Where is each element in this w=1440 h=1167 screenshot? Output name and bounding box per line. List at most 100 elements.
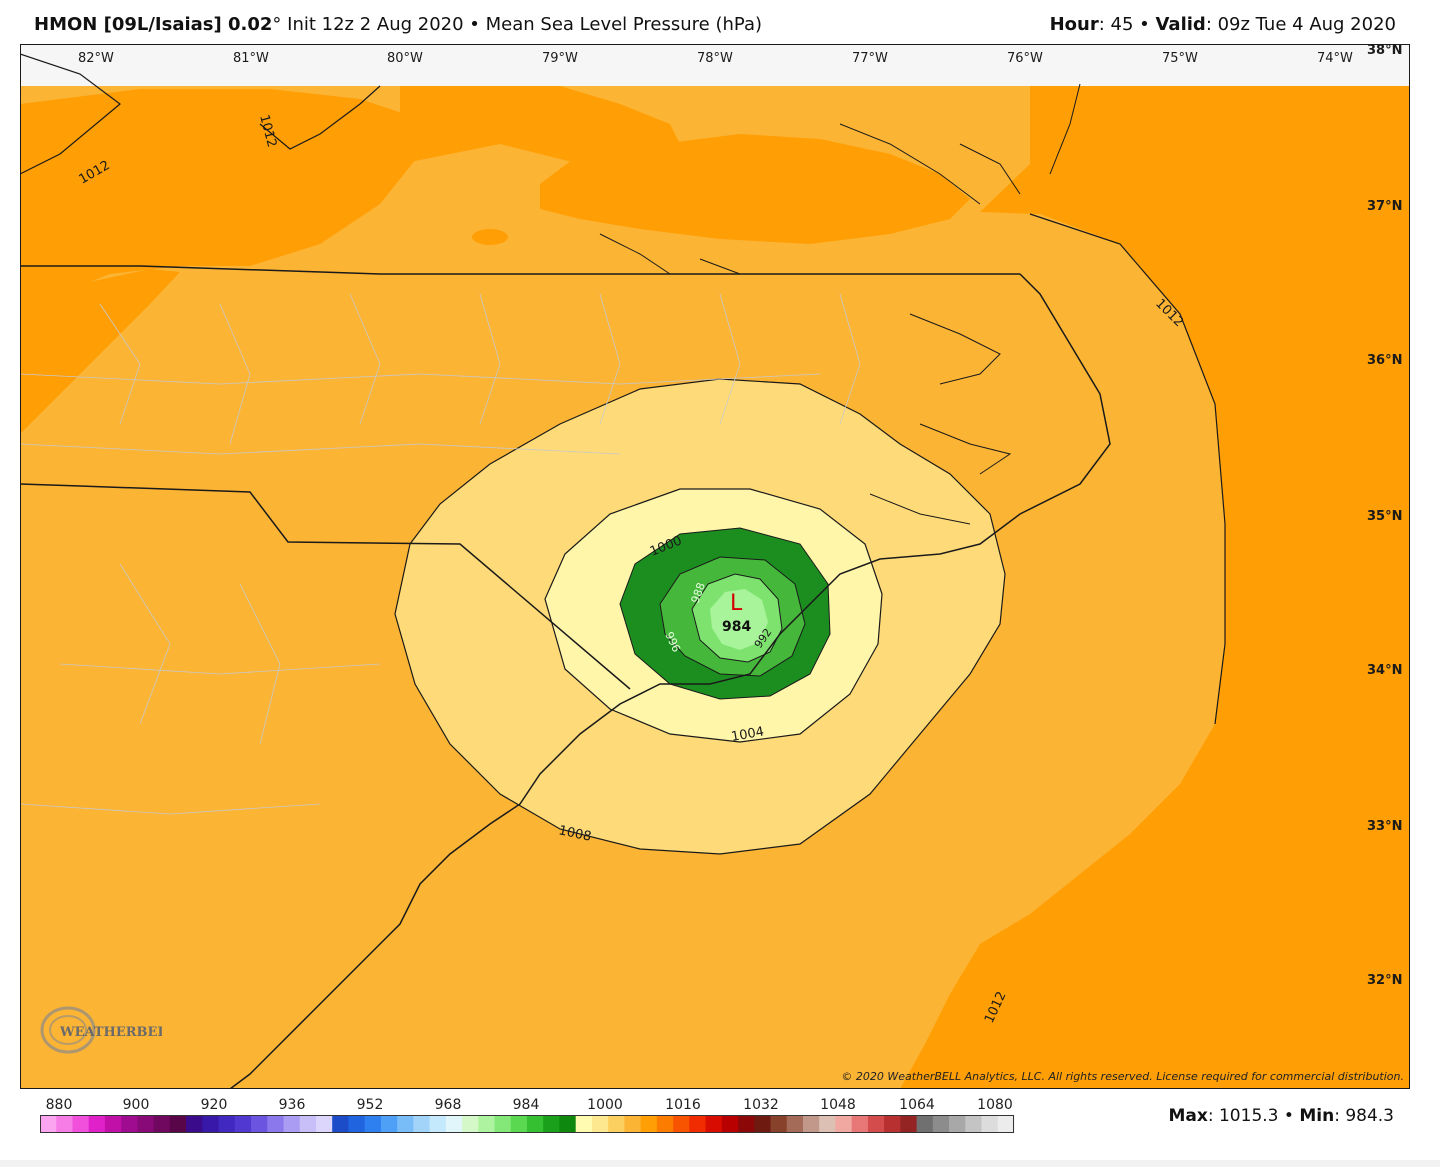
lon-label: 74°W	[1317, 51, 1353, 66]
region-1012-small	[472, 229, 508, 245]
weatherbell-logo: WEATHERBELL	[38, 1002, 176, 1062]
legend-swatch	[965, 1115, 983, 1133]
valid-label: Valid	[1155, 14, 1206, 35]
header-separator-2: •	[1133, 14, 1156, 35]
legend-swatch	[234, 1115, 252, 1133]
legend-swatch	[608, 1115, 625, 1133]
legend-swatch	[364, 1115, 382, 1133]
legend-swatch	[656, 1115, 674, 1133]
lat-label: 37°N	[1367, 199, 1402, 214]
lat-label: 33°N	[1367, 819, 1402, 834]
coastline	[229, 273, 1111, 1089]
model-name: HMON [09L/Isaias] 0.02	[34, 14, 273, 35]
va-coast-north	[20, 53, 381, 175]
latitude-labels: 38°N 37°N 36°N 35°N 34°N 33°N 32°N	[1367, 44, 1402, 988]
legend-swatch	[121, 1115, 138, 1133]
map-border	[20, 44, 1410, 1089]
legend-swatch	[186, 1115, 203, 1133]
legend-swatch	[624, 1115, 642, 1133]
nc-va-border	[20, 265, 1020, 275]
hour-value: : 45	[1098, 14, 1134, 35]
legend-swatch	[835, 1115, 853, 1133]
lon-label: 77°W	[852, 51, 888, 66]
legend-swatch	[640, 1115, 658, 1133]
legend-label: 984	[512, 1097, 540, 1113]
legend-swatch	[851, 1115, 869, 1133]
legend-swatch	[770, 1115, 788, 1133]
min-label: Min	[1299, 1106, 1335, 1126]
legend-label: 1000	[587, 1097, 623, 1113]
lon-label: 80°W	[387, 51, 423, 66]
region-1012-northwest	[20, 89, 420, 314]
legend-swatch	[251, 1115, 268, 1133]
legend-swatch	[40, 1115, 57, 1133]
legend-label: 936	[278, 1097, 306, 1113]
low-pressure-value: 984	[722, 619, 751, 635]
legend-swatch	[494, 1115, 512, 1133]
nc-sc-border	[20, 483, 631, 690]
legend-label: 900	[122, 1097, 150, 1113]
legend-label: 1048	[820, 1097, 856, 1113]
legend-swatch	[88, 1115, 106, 1133]
lat-label: 36°N	[1367, 353, 1402, 368]
legend-swatch	[705, 1115, 723, 1133]
lat-label: 35°N	[1367, 509, 1402, 524]
legend-swatch	[819, 1115, 836, 1133]
legend-swatch	[527, 1115, 544, 1133]
legend-swatch	[153, 1115, 171, 1133]
stats: Max: 1015.3 • Min: 984.3	[1169, 1106, 1395, 1126]
legend-swatch	[56, 1115, 73, 1133]
legend-swatch	[981, 1115, 999, 1133]
legend-swatch	[867, 1115, 885, 1133]
legend-swatch	[673, 1115, 690, 1133]
legend-label: 952	[356, 1097, 384, 1113]
legend-swatch	[559, 1115, 577, 1133]
region-1012-north-east-lobe	[540, 134, 970, 244]
legend-swatch	[380, 1115, 398, 1133]
legend-label: 968	[434, 1097, 462, 1113]
legend-swatch	[348, 1115, 366, 1133]
contour-label-1004: 1004	[730, 724, 765, 745]
legend-swatch	[932, 1115, 950, 1133]
legend-swatch	[169, 1115, 187, 1133]
legend-label: 880	[45, 1097, 73, 1113]
coast-inlets	[599, 83, 1081, 525]
legend-swatch	[315, 1115, 333, 1133]
header-title: HMON [09L/Isaias] 0.02° Init 12z 2 Aug 2…	[34, 14, 762, 35]
lon-label: 75°W	[1162, 51, 1198, 66]
legend-swatch	[72, 1115, 90, 1133]
lon-label: 81°W	[233, 51, 269, 66]
region-1012-north-center	[400, 86, 685, 169]
legend-label: 1016	[665, 1097, 701, 1113]
copyright-notice: © 2020 WeatherBELL Analytics, LLC. All r…	[841, 1070, 1404, 1083]
legend-swatch	[575, 1115, 593, 1133]
legend-label: 1032	[743, 1097, 779, 1113]
legend-swatch	[267, 1115, 284, 1133]
legend-swatch	[721, 1115, 739, 1133]
legend-swatch	[510, 1115, 528, 1133]
logo-text: WEATHERBELL	[59, 1025, 162, 1040]
legend-swatch	[916, 1115, 934, 1133]
header-separator: •	[463, 14, 486, 35]
legend-swatch	[397, 1115, 414, 1133]
valid-value: : 09z Tue 4 Aug 2020	[1205, 14, 1396, 35]
legend-swatch	[543, 1115, 560, 1133]
degree-symbol: °	[272, 14, 282, 35]
max-label: Max	[1168, 1106, 1208, 1126]
contour-label-1008: 1008	[557, 823, 592, 845]
legend-swatch	[202, 1115, 220, 1133]
legend-swatch	[104, 1115, 122, 1133]
legend-swatch	[478, 1115, 496, 1133]
region-1012-west	[20, 269, 180, 434]
legend-swatch	[738, 1115, 755, 1133]
legend-swatch	[413, 1115, 431, 1133]
map-top-strip	[20, 44, 1410, 86]
legend-swatch	[900, 1115, 918, 1133]
legend-swatch	[299, 1115, 317, 1133]
legend-swatch	[218, 1115, 236, 1133]
legend-swatch	[949, 1115, 966, 1133]
field-name: Mean Sea Level Pressure (hPa)	[485, 14, 763, 35]
low-pressure-symbol: L	[730, 591, 743, 616]
lon-label: 79°W	[542, 51, 578, 66]
lon-label: 78°W	[697, 51, 733, 66]
